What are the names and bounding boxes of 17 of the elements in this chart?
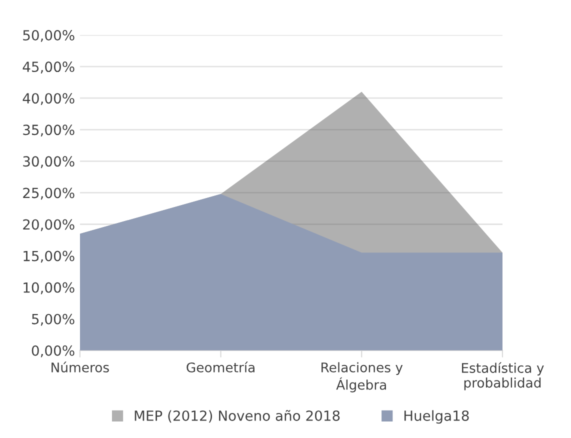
- y-tick-label: 15,00%: [24, 250, 74, 263]
- y-tick-label: 50,00%: [23, 30, 74, 42]
- y-tick-label: 40,00%: [22, 93, 74, 106]
- y-tick-label: 30,00%: [23, 156, 74, 168]
- y-tick-label: 0,00%: [32, 345, 74, 358]
- y-tick-label: 25,00%: [23, 188, 74, 200]
- legend-label: MEP (2012) Noveno año 2018: [134, 410, 340, 423]
- x-tick-label: Números: [52, 362, 109, 372]
- y-tick-label: 35,00%: [23, 124, 74, 137]
- y-tick-label: 45,00%: [22, 62, 74, 74]
- x-tick-label: Estadística y probablidad: [462, 362, 544, 390]
- x-tick-label: Geometría: [186, 362, 254, 372]
- legend-label: Huelga18: [404, 410, 469, 424]
- y-tick-label: 20,00%: [23, 219, 74, 232]
- x-tick-label: Relaciones y Álgebra: [322, 362, 403, 392]
- y-tick-label: 10,00%: [24, 282, 74, 294]
- y-tick-label: 5,00%: [32, 314, 74, 326]
